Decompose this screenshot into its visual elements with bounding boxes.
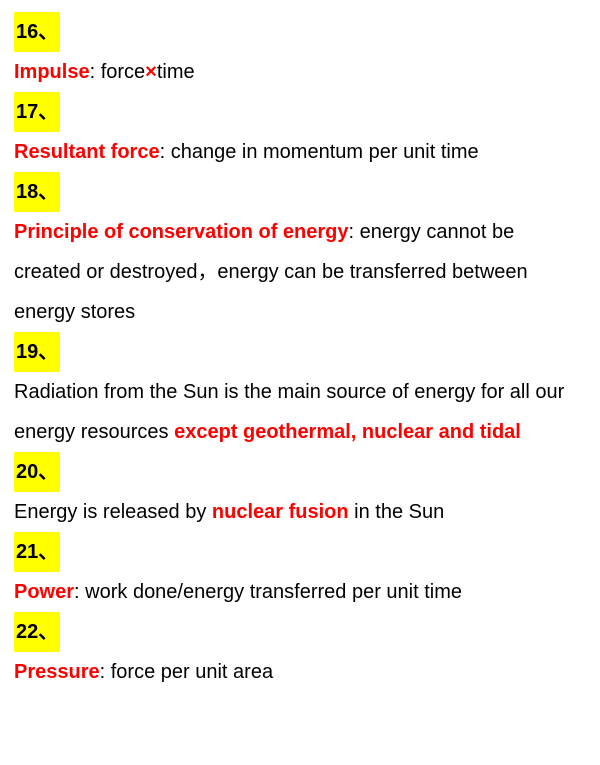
item-17-sep: : xyxy=(160,141,171,163)
item-19-emph: except geothermal, nuclear and tidal xyxy=(174,421,521,443)
item-20-emph: nuclear fusion xyxy=(212,501,349,523)
item-16-number: 16、 xyxy=(14,12,60,52)
item-16-op: × xyxy=(145,61,157,83)
item-17-body: Resultant force: change in momentum per … xyxy=(14,132,586,172)
item-20-lead: Energy is released by xyxy=(14,501,212,523)
item-17-def: change in momentum per unit time xyxy=(171,141,479,163)
item-18-term: Principle of conservation of energy xyxy=(14,221,349,243)
item-16-body: Impulse: force×time xyxy=(14,52,586,92)
item-17-number-row: 17、 xyxy=(14,92,586,132)
item-21-sep: : xyxy=(74,581,85,603)
item-21-number-row: 21、 xyxy=(14,532,586,572)
item-16-sep: : xyxy=(90,61,101,83)
item-22-body: Pressure: force per unit area xyxy=(14,652,586,692)
item-22-number-row: 22、 xyxy=(14,612,586,652)
item-22-sep: : xyxy=(100,661,111,683)
item-21-def: work done/energy transferred per unit ti… xyxy=(85,581,462,603)
item-21-body: Power: work done/energy transferred per … xyxy=(14,572,586,612)
item-18-body: Principle of conservation of energy: ene… xyxy=(14,212,586,332)
item-22-def: force per unit area xyxy=(111,661,273,683)
item-16-def-b: time xyxy=(157,61,195,83)
item-17-term: Resultant force xyxy=(14,141,160,163)
item-16-def-a: force xyxy=(101,61,145,83)
item-19-number-row: 19、 xyxy=(14,332,586,372)
item-18-sep: : xyxy=(349,221,360,243)
item-21-term: Power xyxy=(14,581,74,603)
item-16-term: Impulse xyxy=(14,61,90,83)
item-21-number: 21、 xyxy=(14,532,60,572)
item-20-tail: in the Sun xyxy=(349,501,445,523)
item-22-number: 22、 xyxy=(14,612,60,652)
item-22-term: Pressure xyxy=(14,661,100,683)
item-20-number-row: 20、 xyxy=(14,452,586,492)
item-19-body: Radiation from the Sun is the main sourc… xyxy=(14,372,586,452)
item-20-number: 20、 xyxy=(14,452,60,492)
item-16-number-row: 16、 xyxy=(14,12,586,52)
item-17-number: 17、 xyxy=(14,92,60,132)
item-20-body: Energy is released by nuclear fusion in … xyxy=(14,492,586,532)
item-19-number: 19、 xyxy=(14,332,60,372)
item-18-number-row: 18、 xyxy=(14,172,586,212)
item-18-number: 18、 xyxy=(14,172,60,212)
